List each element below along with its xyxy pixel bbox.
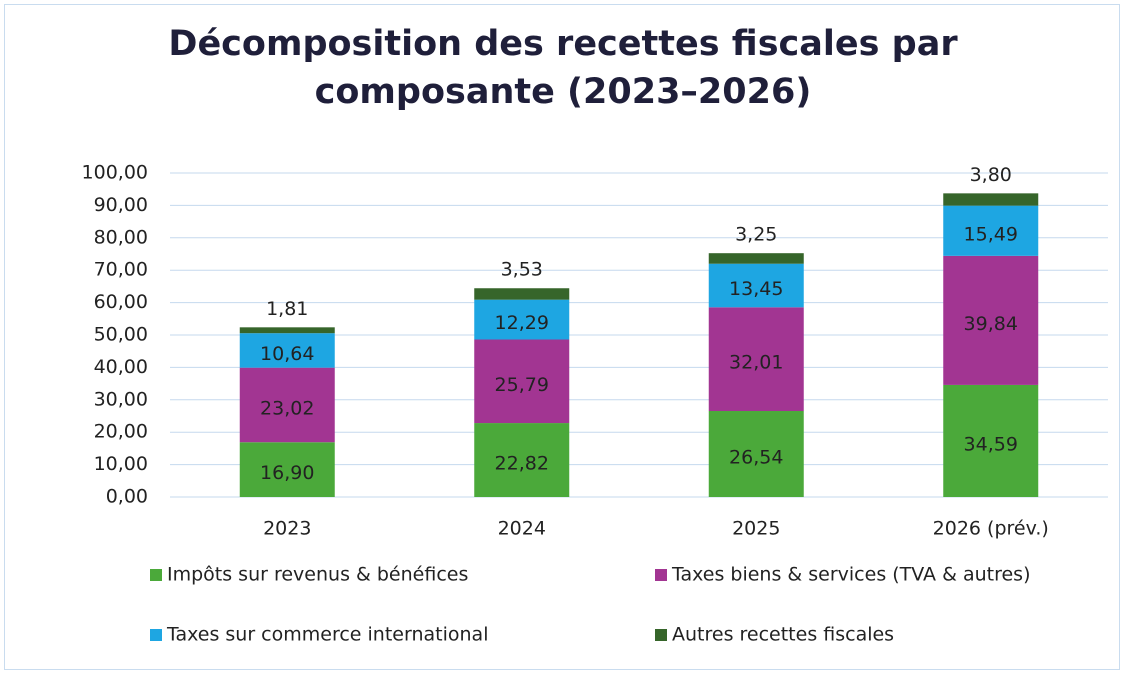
- data-label: 3,80: [970, 164, 1012, 186]
- legend-swatch: [150, 629, 162, 641]
- bar-segment: [708, 307, 804, 412]
- data-label: 22,82: [495, 453, 549, 475]
- legend-swatch: [150, 569, 162, 581]
- bar-segment: [474, 288, 570, 300]
- bar-segment: [474, 339, 570, 424]
- frame: [4, 4, 1120, 670]
- legend-label: Taxes sur commerce international: [166, 624, 488, 646]
- bar-segment: [708, 411, 804, 497]
- x-tick-label: 2024: [498, 518, 546, 540]
- legend-label: Impôts sur revenus & bénéfices: [167, 564, 468, 586]
- legend-swatch: [655, 569, 667, 581]
- data-label: 34,59: [964, 433, 1018, 455]
- legend-label: Taxes biens & services (TVA & autres): [671, 564, 1030, 586]
- y-tick-label: 10,00: [94, 453, 148, 475]
- bar-segment: [239, 367, 335, 443]
- data-label: 32,01: [729, 352, 783, 374]
- y-tick-label: 90,00: [94, 194, 148, 216]
- bar-segment: [239, 327, 335, 334]
- legend-swatch: [655, 629, 667, 641]
- data-label: 12,29: [495, 312, 549, 334]
- bar-segment: [239, 333, 335, 368]
- data-label: 16,90: [260, 462, 314, 484]
- data-label: 25,79: [495, 374, 549, 396]
- bar-segment: [474, 423, 570, 497]
- chart-title: Décomposition des recettes fiscales par …: [168, 24, 958, 112]
- x-tick-label: 2023: [263, 518, 311, 540]
- y-tick-label: 50,00: [94, 324, 148, 346]
- y-tick-label: 100,00: [82, 162, 148, 184]
- data-label: 10,64: [260, 343, 314, 365]
- y-tick-label: 30,00: [94, 388, 148, 410]
- data-label: 39,84: [964, 313, 1018, 335]
- y-tick-label: 0,00: [106, 486, 148, 508]
- bar-segment: [708, 263, 804, 308]
- y-tick-label: 60,00: [94, 291, 148, 313]
- bar-segment: [943, 193, 1039, 206]
- legend-label: Autres recettes fiscales: [672, 624, 894, 646]
- data-label: 26,54: [729, 447, 783, 469]
- data-label: 15,49: [964, 223, 1018, 245]
- bar-segment: [943, 205, 1039, 256]
- data-label: 3,53: [501, 259, 543, 281]
- data-label: 13,45: [729, 278, 783, 300]
- y-tick-label: 80,00: [94, 226, 148, 248]
- x-tick-label: 2025: [732, 518, 780, 540]
- y-tick-label: 20,00: [94, 421, 148, 443]
- bar-segment: [239, 442, 335, 497]
- y-tick-label: 70,00: [94, 259, 148, 281]
- bar-segment: [943, 255, 1039, 385]
- bar-segment: [474, 299, 570, 340]
- y-tick-label: 40,00: [94, 356, 148, 378]
- x-tick-label: 2026 (prév.): [933, 518, 1049, 540]
- data-label: 23,02: [260, 397, 314, 419]
- data-label: 3,25: [735, 224, 777, 246]
- bar-segment: [708, 253, 804, 264]
- bar-segment: [943, 384, 1039, 497]
- data-label: 1,81: [266, 298, 308, 320]
